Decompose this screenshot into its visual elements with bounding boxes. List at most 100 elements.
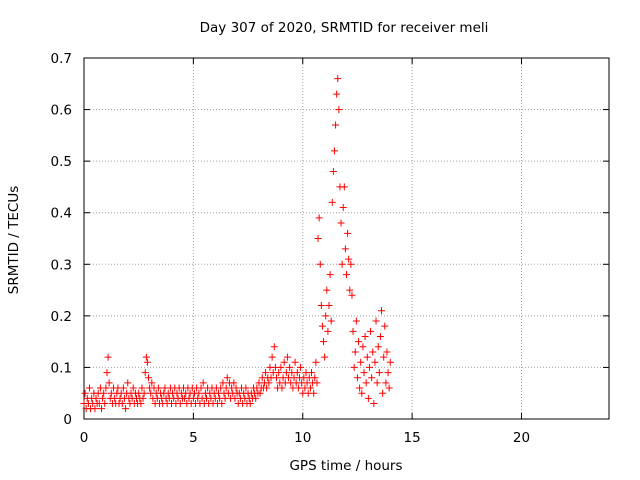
data-point [310, 389, 318, 397]
data-point [242, 384, 250, 392]
data-point [365, 363, 373, 371]
data-point [327, 317, 335, 325]
data-point [381, 322, 389, 330]
data-point [373, 379, 381, 387]
data-point [291, 358, 299, 366]
data-point [268, 353, 276, 361]
data-point [176, 400, 184, 408]
data-point [385, 384, 393, 392]
data-point [283, 353, 291, 361]
data-point [219, 379, 227, 387]
data-point [372, 317, 380, 325]
axis-ticks: 0 5 10 15 20 0 0.1 0.2 0.3 0.4 0.5 0.6 0.7 [51, 51, 609, 446]
data-point [347, 260, 355, 268]
y-tick-label: 0.6 [51, 103, 72, 119]
data-point [223, 374, 231, 382]
data-point [137, 400, 145, 408]
data-point [315, 214, 323, 222]
data-point [141, 369, 149, 377]
y-tick-label: 0.3 [51, 257, 72, 273]
data-point [252, 394, 260, 402]
data-point [379, 389, 387, 397]
data-points [80, 75, 394, 413]
data-point [378, 307, 385, 315]
data-point [122, 405, 130, 413]
data-point [312, 358, 320, 366]
data-point [197, 384, 205, 392]
data-point [195, 389, 203, 397]
data-point [317, 302, 325, 310]
x-tick-label: 10 [294, 430, 311, 446]
data-point [270, 343, 278, 351]
data-point [352, 317, 360, 325]
data-point [384, 369, 392, 377]
y-tick-label: 0 [63, 412, 72, 428]
data-point [230, 379, 238, 387]
x-tick-label: 20 [513, 430, 530, 446]
data-point [297, 363, 305, 371]
data-point [358, 389, 366, 397]
data-point [199, 379, 207, 387]
data-point [91, 405, 99, 413]
data-point [81, 389, 89, 397]
data-point [119, 384, 127, 392]
data-point [92, 394, 100, 402]
data-point [98, 405, 105, 413]
data-point [370, 400, 378, 408]
grid [84, 58, 609, 419]
data-point [139, 394, 147, 402]
data-point [357, 358, 365, 366]
data-point [363, 353, 371, 361]
data-point [361, 332, 369, 340]
data-point [346, 286, 354, 294]
data-point [374, 343, 382, 351]
data-point [323, 286, 331, 294]
y-tick-label: 0.5 [51, 154, 72, 170]
data-point [338, 260, 346, 268]
data-point [324, 327, 332, 335]
data-point [105, 379, 113, 387]
data-point [140, 389, 148, 397]
data-point [344, 229, 352, 237]
data-point [101, 400, 109, 408]
data-point [383, 348, 391, 356]
data-point [380, 353, 388, 361]
data-point [364, 394, 372, 402]
data-point [273, 374, 280, 382]
data-point [262, 369, 270, 377]
data-point [322, 312, 330, 320]
data-point [308, 369, 315, 377]
data-point [359, 343, 367, 351]
data-point [278, 384, 286, 392]
plot-frame [83, 57, 610, 420]
data-point [326, 271, 334, 279]
data-point [277, 363, 285, 371]
data-point [335, 106, 343, 114]
data-point [353, 374, 361, 382]
data-point [382, 379, 390, 387]
data-point [345, 255, 353, 263]
chart-title: Day 307 of 2020, SRMTID for receiver mel… [200, 20, 489, 36]
x-tick-label: 5 [189, 430, 198, 446]
data-point [138, 384, 146, 392]
data-point [340, 183, 348, 191]
y-tick-label: 0.7 [51, 51, 72, 67]
data-point [102, 384, 110, 392]
data-point [316, 260, 324, 268]
data-point [369, 348, 377, 356]
data-point [265, 379, 273, 387]
y-tick-label: 0.2 [51, 309, 72, 325]
data-point [367, 327, 375, 335]
data-point [350, 363, 358, 371]
data-point [246, 400, 254, 408]
x-axis-label: GPS time / hours [289, 458, 402, 474]
data-point [118, 400, 126, 408]
data-point [355, 338, 363, 346]
data-point [103, 369, 111, 377]
data-point [348, 291, 356, 299]
data-point [318, 322, 326, 330]
data-point [321, 353, 329, 361]
data-point [85, 384, 93, 392]
data-point [142, 353, 150, 361]
